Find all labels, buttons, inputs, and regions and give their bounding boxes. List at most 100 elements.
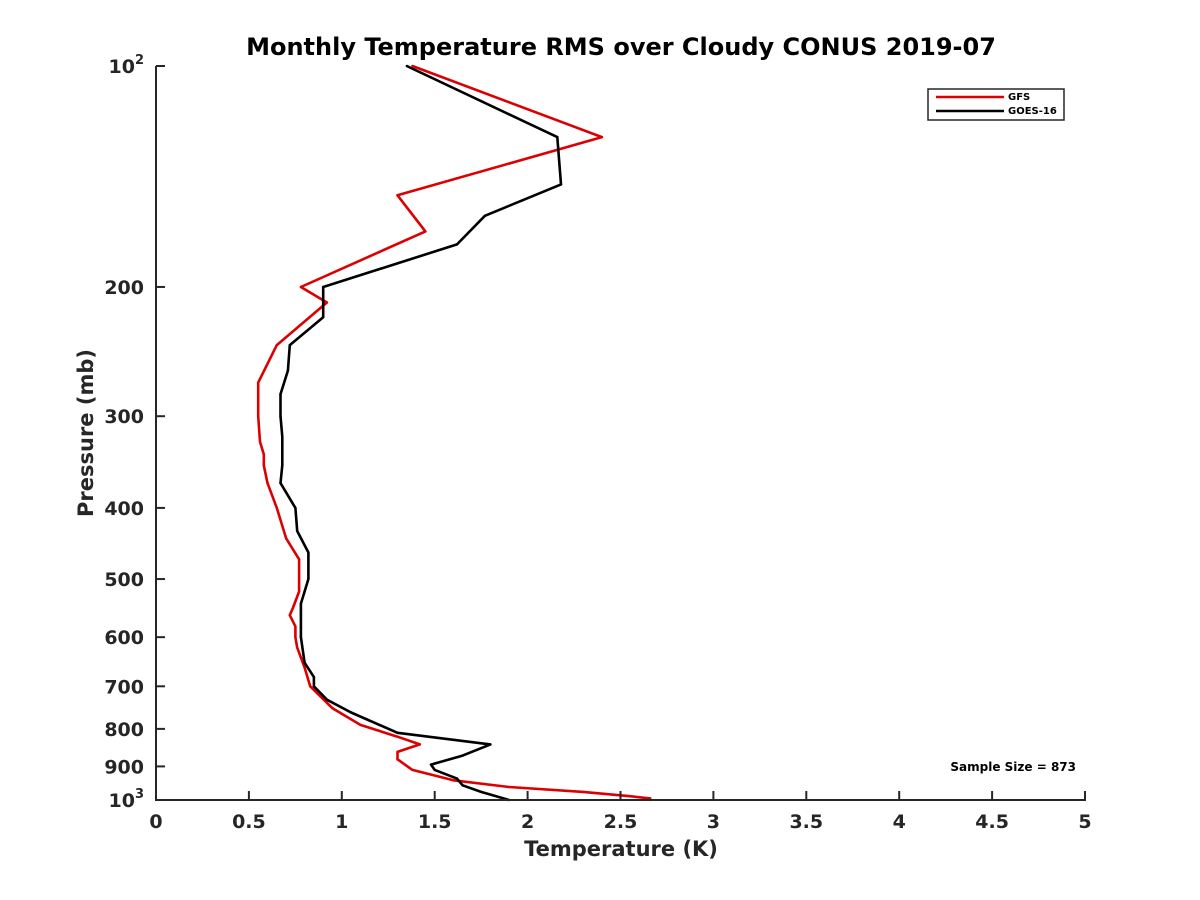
- data-point-goes-16: [483, 214, 487, 217]
- x-tick-label: 0.5: [232, 811, 266, 833]
- data-point-gfs: [262, 453, 265, 456]
- y-tick-label: 900: [104, 756, 144, 778]
- data-point-gfs: [411, 64, 414, 68]
- data-point-gfs: [297, 577, 301, 581]
- y-tick-label: 102: [109, 53, 145, 78]
- data-point-gfs: [297, 590, 301, 593]
- data-point-goes-16: [312, 685, 316, 688]
- legend-label-gfs: GFS: [1008, 92, 1030, 103]
- legend: GFS GOES-16: [927, 88, 1065, 121]
- x-tick-label: 2: [521, 811, 534, 833]
- data-point-gfs: [628, 795, 631, 798]
- data-point-gfs: [411, 768, 414, 772]
- sample-size-annotation: Sample Size = 873: [950, 760, 1076, 774]
- data-point-goes-16: [299, 614, 303, 617]
- data-point-goes-16: [322, 285, 325, 289]
- data-point-goes-16: [296, 529, 299, 533]
- data-point-goes-16: [461, 784, 464, 787]
- data-point-goes-16: [455, 243, 459, 246]
- x-ticks: 0 0.5 1 1.5 2 2.5 3 3.5 4 4.5 5: [149, 791, 1092, 833]
- x-tick-label: 2.5: [604, 811, 638, 833]
- legend-box: [927, 88, 1065, 121]
- data-point-gfs: [452, 779, 455, 782]
- data-point-gfs: [418, 743, 421, 746]
- data-point-goes-16: [299, 602, 303, 605]
- data-point-goes-16: [303, 590, 306, 593]
- data-point-goes-16: [307, 577, 310, 581]
- data-point-goes-16: [455, 777, 459, 780]
- data-point-goes-16: [307, 564, 310, 568]
- x-tick-label: 5: [1078, 811, 1091, 833]
- data-point-gfs: [275, 343, 278, 347]
- series-points-gfs: [257, 64, 652, 802]
- data-point-gfs: [396, 750, 399, 754]
- data-point-gfs: [288, 614, 291, 617]
- data-point-goes-16: [556, 135, 559, 139]
- series-line-goes-16: [279, 64, 563, 802]
- x-tick-label: 3: [707, 811, 720, 833]
- data-point-goes-16: [294, 506, 297, 510]
- data-point-gfs: [359, 723, 362, 727]
- y-tick-label: 200: [104, 277, 144, 299]
- chart-title: Monthly Temperature RMS over Cloudy CONU…: [246, 33, 996, 61]
- data-point-gfs: [297, 558, 301, 561]
- data-point-goes-16: [288, 343, 291, 347]
- data-point-goes-16: [325, 698, 329, 701]
- data-point-goes-16: [307, 551, 310, 554]
- data-point-goes-16: [281, 464, 284, 467]
- x-tick-label: 4: [893, 811, 906, 833]
- x-tick-label: 3.5: [789, 811, 823, 833]
- data-point-gfs: [582, 790, 585, 794]
- y-tick-label: 400: [104, 498, 144, 520]
- data-point-gfs: [294, 625, 297, 628]
- data-point-goes-16: [405, 64, 408, 68]
- data-point-goes-16: [279, 393, 282, 396]
- data-point-gfs: [258, 440, 262, 443]
- data-point-gfs: [296, 646, 299, 649]
- data-point-goes-16: [286, 369, 290, 372]
- y-tick-label: 103: [109, 787, 145, 812]
- data-point-goes-16: [281, 435, 284, 438]
- data-point-gfs: [309, 685, 312, 688]
- data-point-gfs: [262, 464, 265, 467]
- y-axis-label: Pressure (mb): [74, 349, 98, 517]
- series-layer: [256, 64, 652, 802]
- data-point-gfs: [507, 785, 511, 789]
- series-line-gfs: [256, 64, 652, 800]
- y-ticks: 102 200 300 400 500 600 700 800 900 103: [104, 53, 165, 812]
- data-point-gfs: [303, 666, 306, 669]
- data-point-gfs: [396, 735, 399, 738]
- data-point-gfs: [424, 230, 427, 233]
- data-point-goes-16: [559, 183, 563, 186]
- x-tick-label: 1: [335, 811, 348, 833]
- data-point-gfs: [257, 381, 260, 384]
- data-point-gfs: [331, 707, 334, 710]
- data-point-goes-16: [303, 661, 306, 664]
- data-point-goes-16: [322, 301, 325, 304]
- data-point-gfs: [299, 285, 303, 289]
- x-axis-label: Temperature (K): [524, 837, 718, 861]
- data-point-goes-16: [299, 636, 303, 639]
- data-point-goes-16: [489, 743, 492, 746]
- x-tick-label: 0: [149, 811, 162, 833]
- data-point-gfs: [396, 758, 399, 761]
- data-point-goes-16: [279, 481, 282, 485]
- data-point-goes-16: [433, 768, 436, 772]
- y-tick-label: 600: [104, 627, 144, 649]
- y-tick-label: 500: [104, 569, 144, 591]
- data-point-gfs: [292, 605, 295, 608]
- data-point-gfs: [284, 537, 288, 540]
- y-tick-label: 800: [104, 719, 144, 741]
- y-tick-label: 300: [104, 406, 144, 428]
- data-point-gfs: [257, 415, 260, 418]
- data-point-gfs: [325, 301, 329, 304]
- data-point-goes-16: [461, 754, 464, 757]
- data-point-goes-16: [396, 731, 399, 734]
- data-point-goes-16: [429, 763, 433, 766]
- legend-label-goes-16: GOES-16: [1008, 106, 1057, 117]
- y-tick-label: 700: [104, 676, 144, 698]
- data-point-gfs: [600, 135, 604, 139]
- x-tick-label: 1.5: [418, 811, 452, 833]
